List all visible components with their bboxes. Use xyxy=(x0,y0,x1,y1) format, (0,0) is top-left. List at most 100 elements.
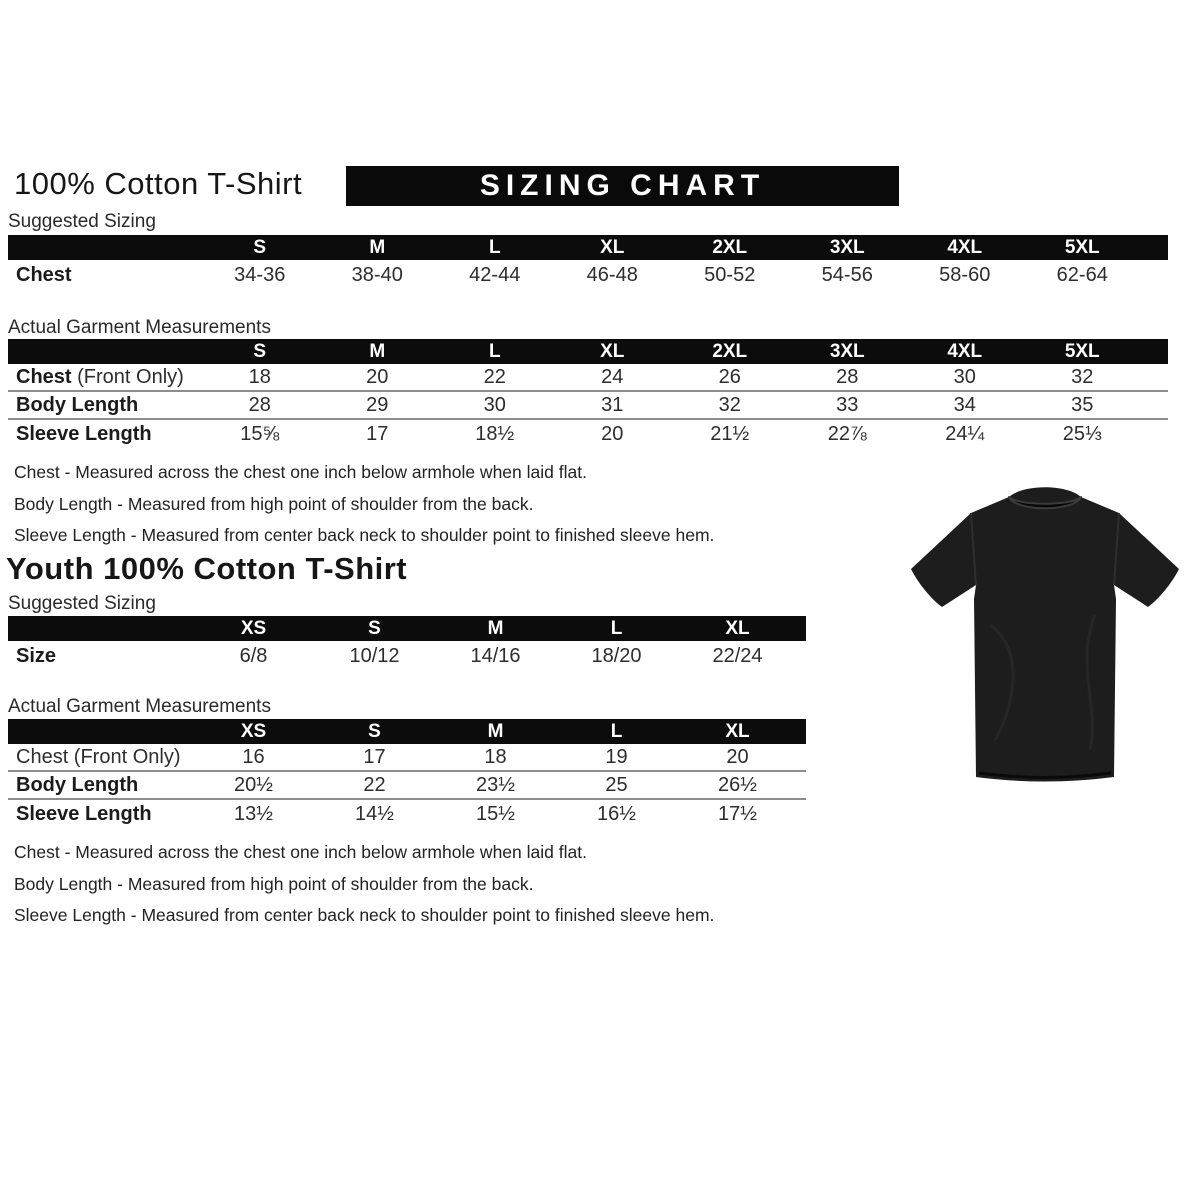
size-column-header: 2XL xyxy=(712,341,748,362)
youth-section-title: Youth 100% Cotton T-Shirt xyxy=(6,551,408,586)
tshirt-photo xyxy=(895,475,1195,810)
measurement-value-cell: 25⅓ xyxy=(1062,422,1102,445)
table-row: Chest 34-36 38-40 42-44 46-48 50-52 54-56 58-60… xyxy=(8,260,1168,291)
measurement-value-cell: 20 xyxy=(366,365,389,388)
size-column-header: 2XL xyxy=(712,237,748,258)
measurement-value-cell: 46-48 xyxy=(586,264,638,286)
row-label: Chest xyxy=(16,264,72,286)
size-column-header: S xyxy=(253,341,267,362)
size-column-header: L xyxy=(488,341,501,362)
size-column-header: 5XL xyxy=(1064,237,1100,258)
size-column-header: XL xyxy=(725,721,750,742)
size-column-header: 4XL xyxy=(947,341,983,362)
measurement-value-cell: 21½ xyxy=(710,422,750,445)
measurement-value-cell: 14½ xyxy=(355,802,394,825)
measurement-value-cell: 22⅞ xyxy=(827,422,867,445)
measurement-value-cell: 31 xyxy=(601,393,624,416)
size-column-header: M xyxy=(487,618,504,639)
row-label: Size xyxy=(16,645,57,667)
size-column-header: XS xyxy=(240,721,267,742)
measurement-value-cell: 34-36 xyxy=(234,264,286,286)
measurement-value-cell: 17½ xyxy=(718,802,757,825)
size-column-header: 3XL xyxy=(829,237,865,258)
size-column-header: S xyxy=(368,721,381,742)
measurement-value-cell: 22/24 xyxy=(712,645,763,667)
measurement-value-cell: 33 xyxy=(836,393,859,416)
row-label-cell: Chest (Front Only) xyxy=(8,746,193,769)
note-body-length: Body Length - Measured from high point o… xyxy=(14,493,534,514)
measurement-value-cell: 54-56 xyxy=(821,264,873,286)
measurement-value-cell: 32 xyxy=(718,393,741,416)
table-row: Sleeve Length 15⅝ 17 18½ 20 21½ 22⅞ 24¼ 25⅓ xyxy=(8,420,1168,448)
size-column-header: 4XL xyxy=(947,237,983,258)
adult-suggested-sizing-label: Suggested Sizing xyxy=(8,211,156,232)
adult-actual-measurements-table: S M L XL 2XL 3XL 4XL 5XL Chest (Front Only) 18 20 2… xyxy=(8,339,1168,448)
measurement-value-cell: 18 xyxy=(248,365,271,388)
measurement-value-cell: 24¼ xyxy=(945,422,985,445)
size-column-header: XL xyxy=(600,237,625,258)
size-column-header: M xyxy=(369,237,386,258)
measurement-value-cell: 18 xyxy=(484,745,507,768)
table-row: Sleeve Length 13½ 14½ 15½ 16½ 17½ xyxy=(8,800,806,828)
row-label: Chest (Front Only) xyxy=(16,745,181,768)
table-row: Chest (Front Only) 18 20 22 24 26 28 30 32 xyxy=(8,364,1168,392)
size-column-header: XS xyxy=(240,618,267,639)
measurement-value-cell: 42-44 xyxy=(469,264,521,286)
measurement-value-cell: 22 xyxy=(483,365,506,388)
measurement-value-cell: 38-40 xyxy=(351,264,403,286)
note-chest: Chest - Measured across the chest one in… xyxy=(14,842,587,862)
row-label: Body Length xyxy=(16,393,139,416)
table-row: Body Length 20½ 22 23½ 25 26½ xyxy=(8,772,806,800)
table-row: Size 6/8 10/12 14/16 18/20 22/24 xyxy=(8,641,806,672)
measurement-value-cell: 23½ xyxy=(476,773,515,796)
measurement-value-cell: 58-60 xyxy=(939,264,991,286)
size-column-header: L xyxy=(610,618,623,639)
note-chest: Chest - Measured across the chest one in… xyxy=(14,462,587,482)
measurement-value-cell: 30 xyxy=(483,393,506,416)
row-label-suffix: (Front Only) xyxy=(71,365,184,388)
note-sleeve-length: Sleeve Length - Measured from center bac… xyxy=(14,905,715,925)
size-column-header: M xyxy=(487,721,504,742)
size-column-header: XL xyxy=(725,618,750,639)
sizing-chart-banner: SIZING CHART xyxy=(346,166,899,206)
measurement-value-cell: 17 xyxy=(366,422,389,445)
measurement-value-cell: 20 xyxy=(726,745,749,768)
tshirt-icon xyxy=(911,487,1179,782)
measurement-value-cell: 10/12 xyxy=(349,645,400,667)
adult-actual-measurements-label: Actual Garment Measurements xyxy=(8,317,271,338)
size-column-header: 5XL xyxy=(1064,341,1100,362)
row-label-cell: Body Length xyxy=(8,394,201,417)
measurement-value-cell: 29 xyxy=(366,393,389,416)
table-header-row: XS S M L XL xyxy=(8,616,806,641)
youth-suggested-sizing-label: Suggested Sizing xyxy=(8,593,156,614)
adult-suggested-sizing-table: S M L XL 2XL 3XL 4XL 5XL Chest 34-36 38-40 42-44 46-… xyxy=(8,235,1168,291)
table-row: Chest (Front Only) 16 17 18 19 20 xyxy=(8,744,806,772)
row-label-cell: Body Length xyxy=(8,774,193,797)
row-label-cell: Sleeve Length xyxy=(8,423,201,446)
measurement-value-cell: 17 xyxy=(363,745,386,768)
size-column-header: S xyxy=(368,618,381,639)
measurement-value-cell: 20½ xyxy=(234,773,273,796)
adult-measurement-notes: Chest - Measured across the chest one in… xyxy=(14,462,714,557)
measurement-value-cell: 22 xyxy=(363,773,386,796)
measurement-value-cell: 34 xyxy=(953,393,976,416)
table-header-row: S M L XL 2XL 3XL 4XL 5XL xyxy=(8,339,1168,364)
row-label-cell: Size xyxy=(8,645,193,668)
measurement-value-cell: 18½ xyxy=(475,422,515,445)
measurement-value-cell: 50-52 xyxy=(704,264,756,286)
row-label: Body Length xyxy=(16,773,139,796)
youth-measurement-notes: Chest - Measured across the chest one in… xyxy=(14,842,714,937)
table-row: Body Length 28 29 30 31 32 33 34 35 xyxy=(8,392,1168,420)
row-label-cell: Chest (Front Only) xyxy=(8,366,201,389)
measurement-value-cell: 62-64 xyxy=(1056,264,1108,286)
size-column-header: XL xyxy=(600,341,625,362)
measurement-value-cell: 32 xyxy=(1071,365,1094,388)
measurement-value-cell: 26 xyxy=(718,365,741,388)
size-column-header: 3XL xyxy=(829,341,865,362)
measurement-value-cell: 15½ xyxy=(476,802,515,825)
row-label: Sleeve Length xyxy=(16,422,152,445)
row-label: Sleeve Length xyxy=(16,802,152,825)
measurement-value-cell: 16½ xyxy=(597,802,636,825)
row-label: Chest xyxy=(16,365,72,388)
size-column-header: L xyxy=(610,721,623,742)
